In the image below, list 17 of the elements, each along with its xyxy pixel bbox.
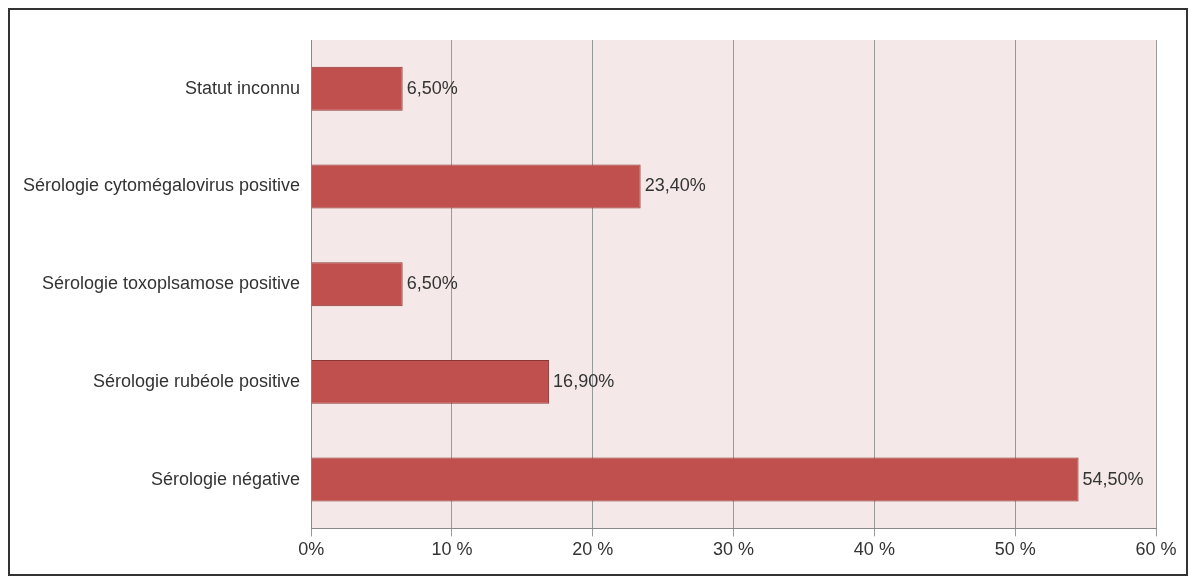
y-tick-label: Sérologie toxoplsamose positive: [41, 273, 301, 294]
x-tick-label: 50 %: [994, 539, 1036, 560]
x-tick-label: 20 %: [572, 539, 614, 560]
y-tick-label: Sérologie cytomégalovirus positive: [23, 175, 301, 196]
data-label: 54,50%: [1082, 468, 1144, 489]
x-tick-label: 0%: [298, 539, 325, 560]
data-label: 23,40%: [644, 175, 706, 196]
x-tick-label: 40 %: [853, 539, 895, 560]
x-tick-label: 60 %: [1135, 539, 1177, 560]
data-label: 6,50%: [406, 273, 458, 294]
y-tick-label: Sérologie rubéole positive: [93, 370, 301, 391]
y-tick-label: Statut inconnu: [185, 77, 301, 98]
data-label: 6,50%: [406, 77, 458, 98]
y-tick-label: Sérologie négative: [151, 468, 301, 489]
x-tick-label: 30 %: [713, 539, 755, 560]
x-tick-label: 10 %: [431, 539, 473, 560]
data-label: 16,90%: [553, 370, 615, 391]
